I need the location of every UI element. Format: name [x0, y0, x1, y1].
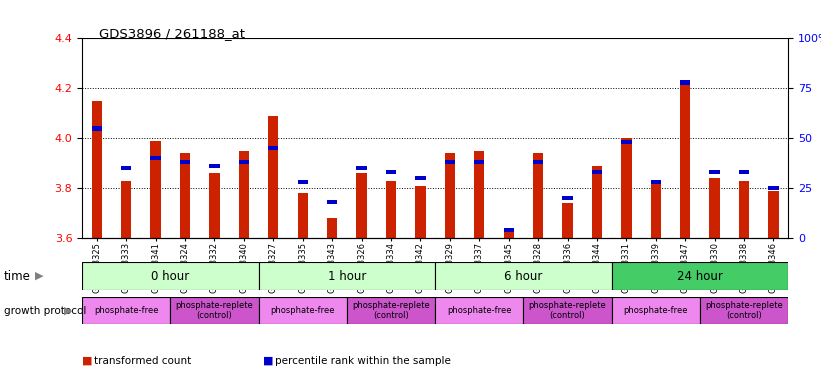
Bar	[239, 160, 249, 164]
Bar	[415, 176, 425, 180]
Bar	[297, 180, 308, 184]
Bar	[739, 180, 750, 238]
Bar	[180, 153, 190, 238]
Bar	[347, 297, 435, 324]
Bar	[268, 116, 278, 238]
Bar	[82, 262, 259, 290]
Bar	[445, 160, 455, 164]
Bar	[356, 173, 367, 238]
Bar	[524, 297, 612, 324]
Bar	[356, 166, 367, 170]
Bar	[386, 180, 397, 238]
Bar	[268, 146, 278, 151]
Bar	[612, 297, 700, 324]
Bar	[650, 183, 661, 238]
Bar	[82, 297, 171, 324]
Text: growth protocol: growth protocol	[4, 306, 86, 316]
Text: phosphate-replete
(control): phosphate-replete (control)	[705, 301, 783, 320]
Text: 0 hour: 0 hour	[151, 270, 190, 283]
Bar	[209, 173, 220, 238]
Text: 6 hour: 6 hour	[504, 270, 543, 283]
Bar	[435, 262, 612, 290]
Bar	[650, 180, 661, 184]
Bar	[239, 151, 249, 238]
Bar	[612, 262, 788, 290]
Bar	[92, 126, 102, 131]
Text: ▶: ▶	[34, 271, 43, 281]
Bar	[209, 164, 220, 169]
Text: ▶: ▶	[64, 306, 72, 316]
Bar	[259, 297, 346, 324]
Bar	[768, 190, 778, 238]
Bar	[533, 160, 544, 164]
Bar	[180, 160, 190, 164]
Text: transformed count: transformed count	[94, 356, 191, 366]
Text: GDS3896 / 261188_at: GDS3896 / 261188_at	[99, 27, 245, 40]
Bar	[621, 140, 631, 144]
Bar	[533, 153, 544, 238]
Bar	[768, 186, 778, 190]
Bar	[592, 170, 602, 174]
Bar	[680, 80, 690, 84]
Bar	[150, 156, 161, 161]
Bar	[592, 166, 602, 238]
Bar	[386, 170, 397, 174]
Bar	[699, 297, 788, 324]
Bar	[621, 138, 631, 238]
Bar	[503, 230, 514, 238]
Bar	[259, 262, 435, 290]
Bar	[435, 297, 524, 324]
Text: phosphate-free: phosphate-free	[270, 306, 335, 315]
Text: phosphate-replete
(control): phosphate-replete (control)	[529, 301, 607, 320]
Bar	[327, 218, 337, 238]
Text: 1 hour: 1 hour	[328, 270, 366, 283]
Bar	[709, 170, 720, 174]
Text: phosphate-free: phosphate-free	[94, 306, 158, 315]
Bar	[415, 185, 425, 238]
Bar	[445, 153, 455, 238]
Bar	[92, 101, 102, 238]
Bar	[503, 228, 514, 232]
Text: ■: ■	[82, 356, 93, 366]
Bar	[709, 178, 720, 238]
Text: 24 hour: 24 hour	[677, 270, 722, 283]
Bar	[297, 193, 308, 238]
Bar	[150, 141, 161, 238]
Text: phosphate-replete
(control): phosphate-replete (control)	[352, 301, 430, 320]
Text: phosphate-free: phosphate-free	[447, 306, 511, 315]
Text: percentile rank within the sample: percentile rank within the sample	[275, 356, 451, 366]
Text: time: time	[4, 270, 31, 283]
Bar	[680, 83, 690, 238]
Bar	[562, 203, 573, 238]
Bar	[562, 196, 573, 200]
Text: ■: ■	[263, 356, 273, 366]
Bar	[327, 200, 337, 204]
Bar	[171, 297, 259, 324]
Bar	[121, 166, 131, 170]
Bar	[121, 180, 131, 238]
Bar	[739, 170, 750, 174]
Bar	[474, 151, 484, 238]
Text: phosphate-replete
(control): phosphate-replete (control)	[176, 301, 254, 320]
Bar	[474, 160, 484, 164]
Text: phosphate-free: phosphate-free	[623, 306, 688, 315]
